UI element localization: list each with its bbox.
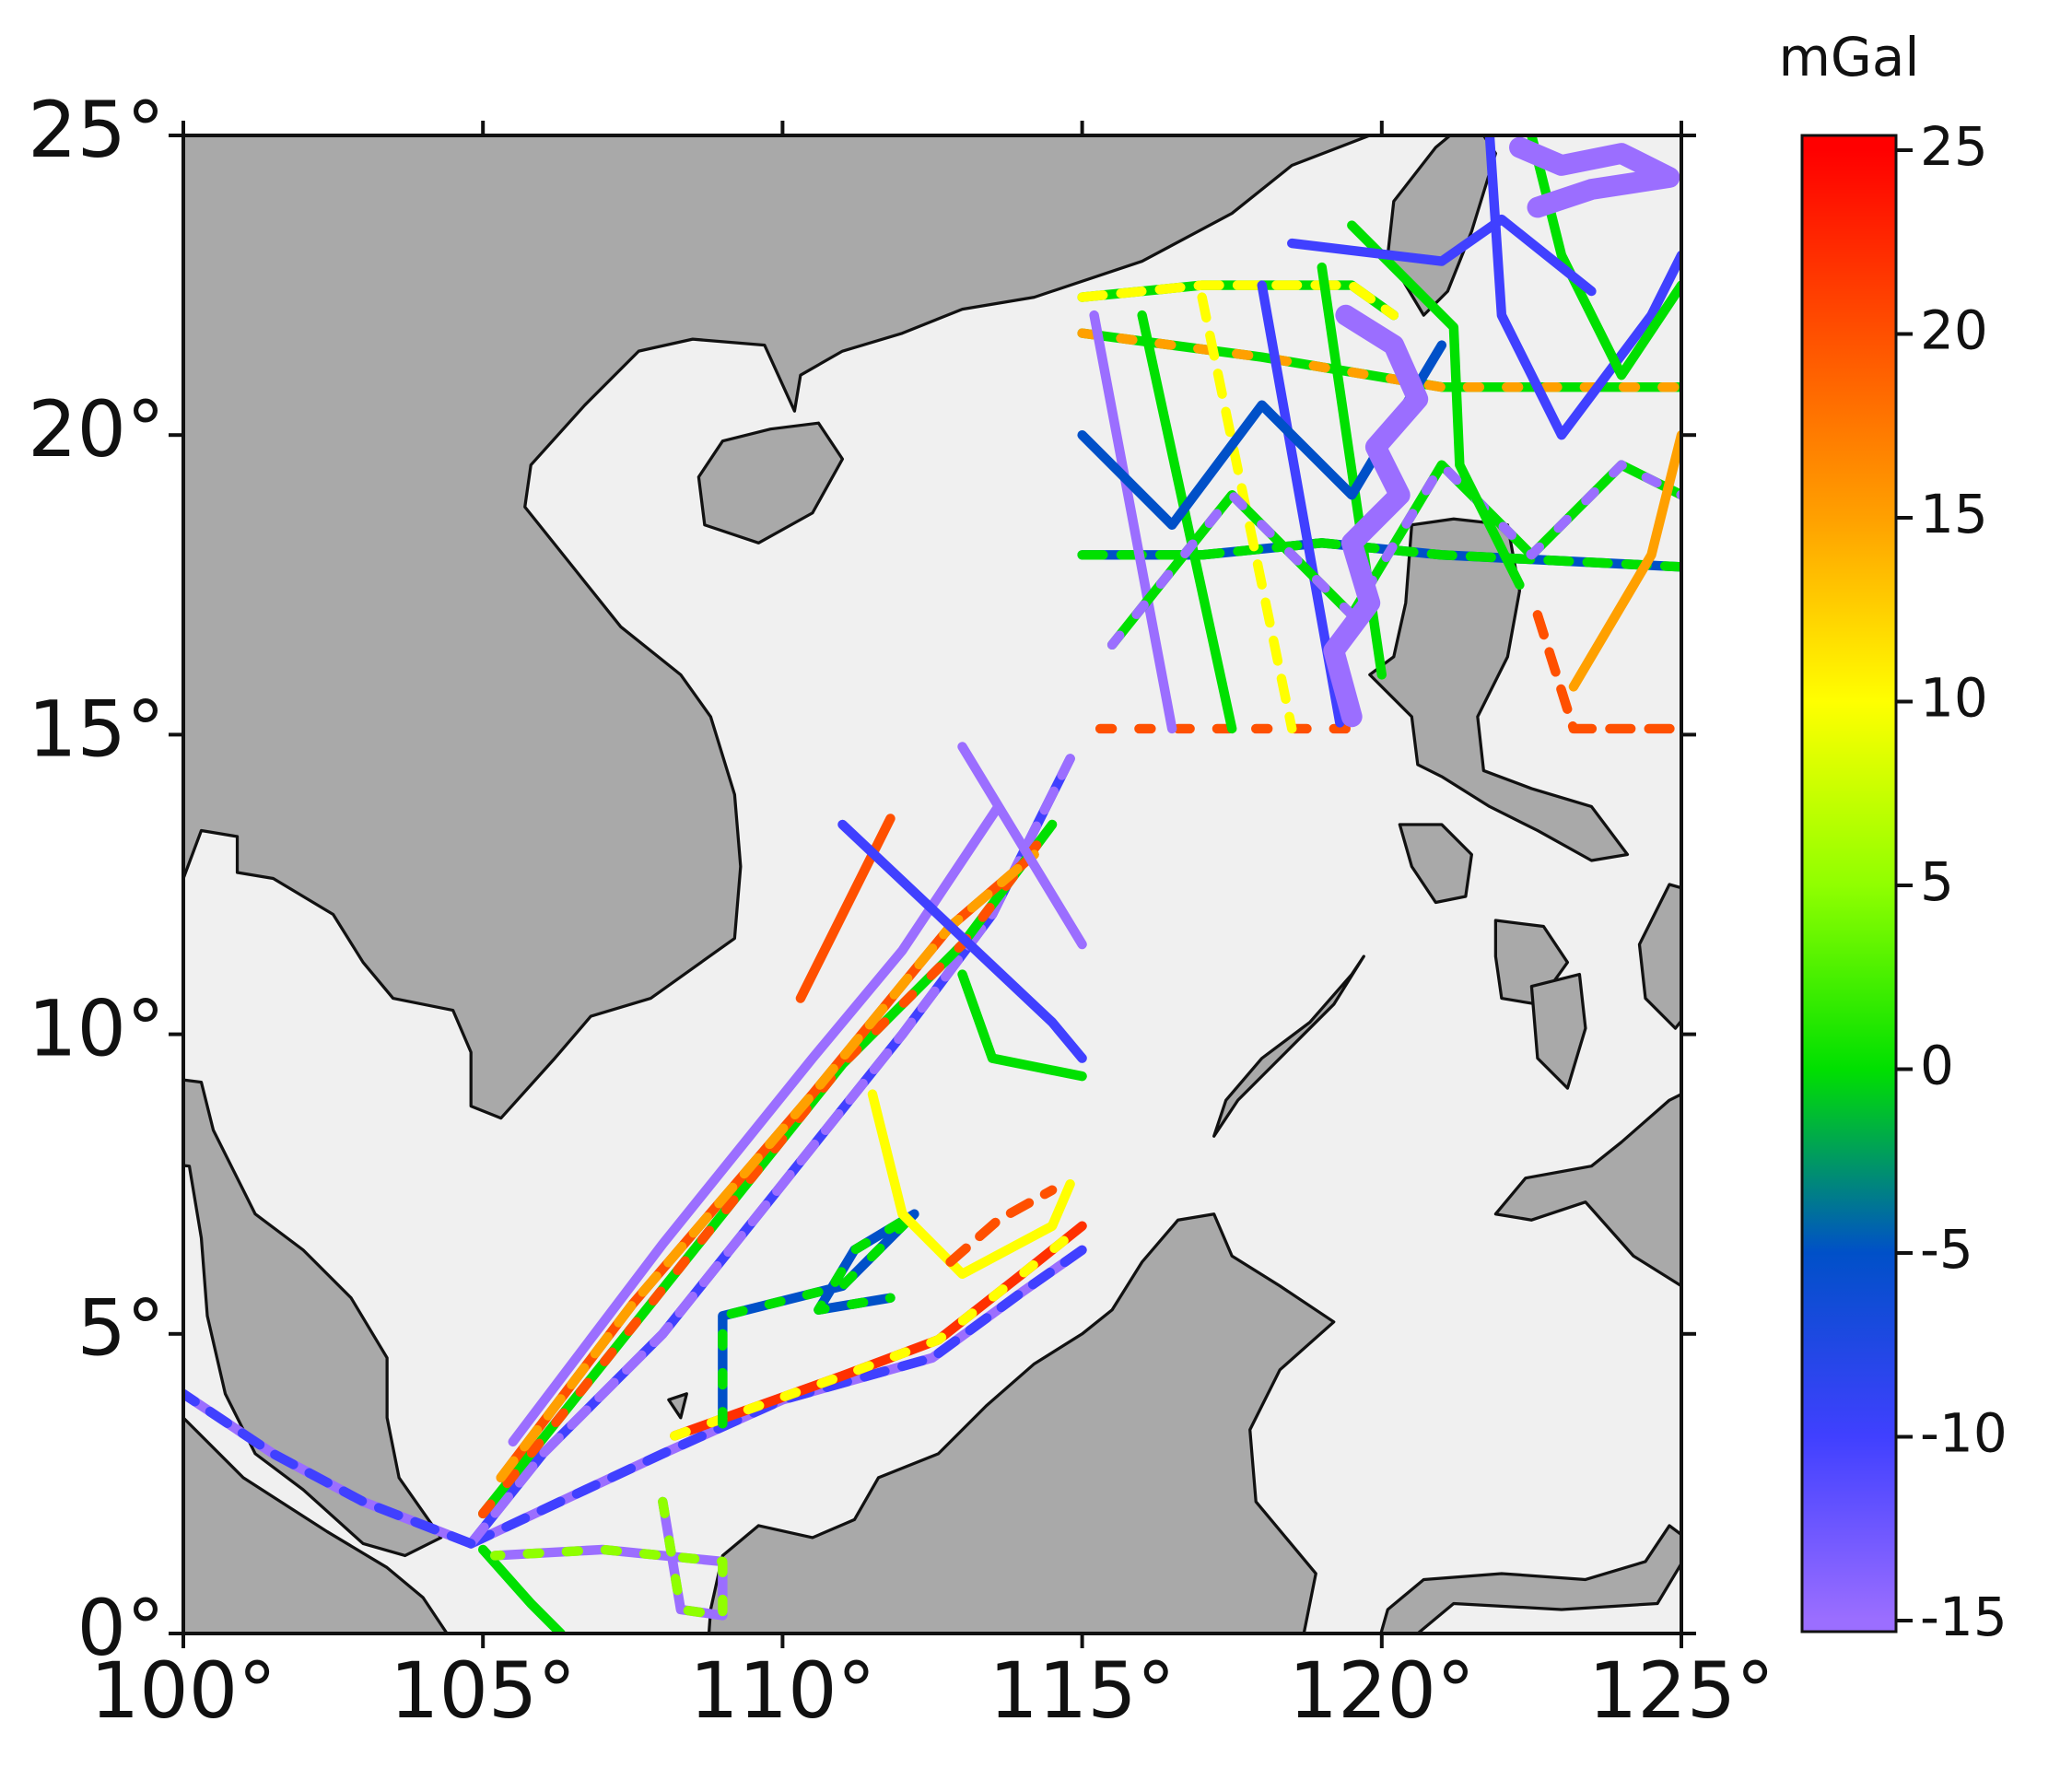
- track: [957, 969, 1087, 1082]
- sulawesi: [1379, 1524, 1682, 1633]
- track-cluster: [1323, 304, 1429, 728]
- colorbar-tick-label: 0: [1920, 1035, 1954, 1097]
- mindanao: [1493, 1092, 1682, 1288]
- colorbar-tick-label: -10: [1920, 1402, 2008, 1465]
- hainan: [697, 421, 845, 544]
- y-tick-label: 5°: [77, 1283, 165, 1374]
- colorbar-tick-label: -15: [1920, 1586, 2008, 1648]
- track: [957, 742, 1087, 950]
- track: [1347, 220, 1525, 591]
- plot-frame: [181, 134, 1683, 1635]
- track: [1106, 460, 1682, 650]
- y-tick-label: 20°: [28, 384, 165, 474]
- track: [1532, 610, 1682, 734]
- x-tick-label: 120°: [1289, 1645, 1475, 1736]
- colorbar-tick-label: 25: [1920, 115, 1988, 178]
- track: [477, 819, 1058, 1519]
- samar-leyte: [1637, 883, 1682, 1030]
- track: [477, 1544, 566, 1633]
- colorbar-tick-label: 10: [1920, 667, 1988, 730]
- mindoro: [1398, 823, 1473, 905]
- palawan: [1212, 954, 1365, 1138]
- track: [1484, 135, 1682, 440]
- y-tick-label: 10°: [28, 984, 165, 1074]
- x-tick-label: 100°: [90, 1645, 276, 1736]
- mainland-asia: [183, 135, 1372, 1120]
- map-layer: [183, 135, 1682, 1633]
- track: [465, 754, 1075, 1549]
- track: [490, 1496, 728, 1621]
- islet: [667, 1392, 688, 1420]
- x-tick-label: 115°: [989, 1645, 1175, 1736]
- track: [795, 814, 896, 1003]
- track: [867, 1089, 1075, 1279]
- colorbar-tick-label: -5: [1920, 1218, 1973, 1281]
- track: [670, 1221, 1087, 1441]
- track: [508, 802, 1003, 1447]
- track-cluster: [1509, 136, 1680, 218]
- track: [1077, 328, 1682, 392]
- axes: 100° 105° 110° 115° 120° 125° 0° 5° 10° 15° 20° 25°: [28, 85, 1774, 1736]
- colorbar-tick-label: 20: [1920, 299, 1988, 362]
- track: [1089, 310, 1177, 734]
- y-tick-label: 0°: [77, 1583, 165, 1673]
- x-tick-label: 110°: [689, 1645, 875, 1736]
- track: [1137, 310, 1237, 734]
- track: [1568, 429, 1682, 692]
- colorbar-title: mGal: [1778, 26, 1919, 88]
- track: [1077, 280, 1399, 321]
- sumatra: [183, 1416, 449, 1633]
- y-tick-label: 25°: [28, 85, 165, 175]
- y-tick-label: 15°: [28, 684, 165, 774]
- track: [496, 849, 1039, 1483]
- track: [718, 1209, 919, 1429]
- colorbar: [1800, 134, 1898, 1633]
- colorbar-tick-label: 5: [1920, 850, 1954, 913]
- x-tick-label: 105°: [390, 1645, 576, 1736]
- track: [945, 1185, 1058, 1267]
- track: [1287, 214, 1597, 297]
- borneo: [707, 1212, 1336, 1633]
- luzon: [1368, 517, 1630, 862]
- track: [837, 819, 1087, 1063]
- track: [183, 1388, 476, 1549]
- track: [1077, 538, 1682, 572]
- track: [465, 1245, 1087, 1549]
- ship-tracks: [183, 135, 1682, 1633]
- negros-cebu: [1529, 972, 1587, 1090]
- colorbar-tick-label: 15: [1920, 483, 1988, 545]
- x-tick-label: 125°: [1588, 1645, 1774, 1736]
